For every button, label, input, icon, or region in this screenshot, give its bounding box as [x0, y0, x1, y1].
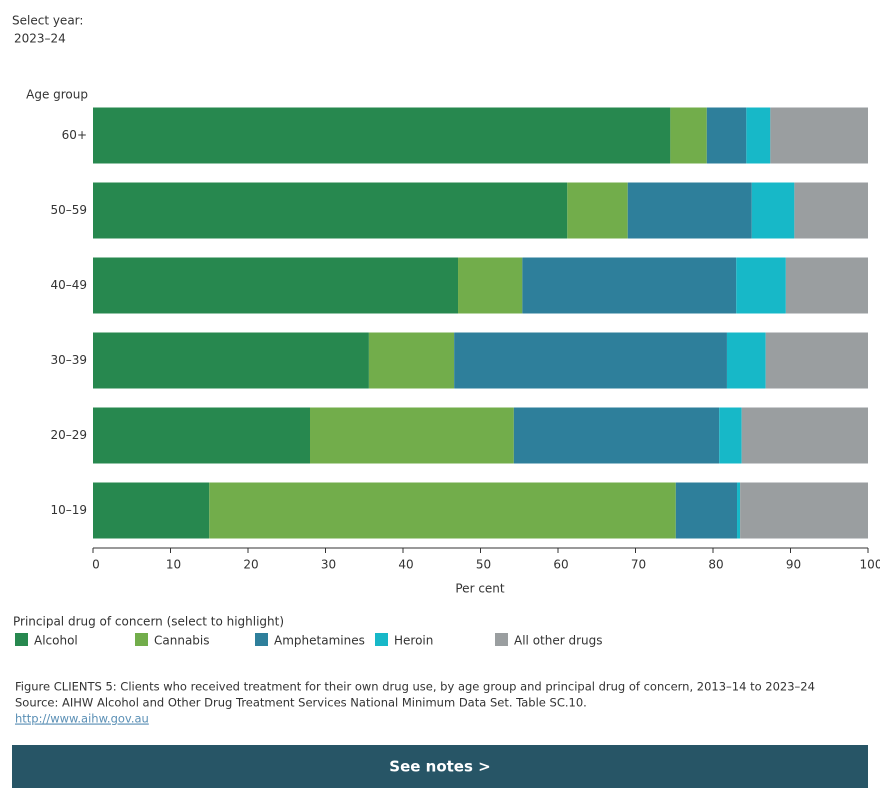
- bar-segment: [93, 107, 671, 164]
- notes-button-label[interactable]: See notes >: [389, 758, 490, 776]
- caption: Figure CLIENTS 5: Clients who received t…: [15, 680, 815, 694]
- selector-label: Select year:: [12, 14, 83, 28]
- x-tick-label: 90: [786, 558, 801, 572]
- bar-segment: [670, 107, 707, 164]
- x-tick-label: 100: [860, 558, 880, 572]
- bar-segment: [454, 332, 727, 389]
- y-tick-label: 60+: [62, 128, 87, 142]
- bar-segment: [740, 482, 868, 539]
- x-tick-label: 0: [92, 558, 100, 572]
- bar-segment: [706, 107, 747, 164]
- y-tick-label: 50–59: [50, 203, 87, 217]
- bar-segment: [741, 407, 868, 464]
- bar-segment: [719, 407, 742, 464]
- legend-swatch[interactable]: [135, 633, 148, 646]
- bar-segment: [93, 407, 310, 464]
- bar-segment: [765, 332, 868, 389]
- legend-label[interactable]: Heroin: [394, 634, 433, 648]
- bar-segment: [458, 257, 523, 314]
- x-axis-title: Per cent: [455, 582, 505, 596]
- y-tick-label: 10–19: [50, 503, 87, 517]
- y-tick-label: 40–49: [50, 278, 87, 292]
- legend-swatch[interactable]: [495, 633, 508, 646]
- x-tick-label: 80: [708, 558, 723, 572]
- bar-segment: [736, 257, 786, 314]
- link[interactable]: http://www.aihw.gov.au: [15, 712, 149, 726]
- bar-segment: [567, 182, 628, 239]
- bar-segment: [209, 482, 676, 539]
- x-tick-label: 20: [243, 558, 258, 572]
- bar-segment: [785, 257, 868, 314]
- x-tick-label: 40: [398, 558, 413, 572]
- y-axis-title: Age group: [26, 88, 88, 102]
- bar-segment: [627, 182, 752, 239]
- legend-swatch[interactable]: [255, 633, 268, 646]
- bar-segment: [770, 107, 868, 164]
- bar-segment: [368, 332, 455, 389]
- bar-segment: [93, 182, 568, 239]
- source: Source: AIHW Alcohol and Other Drug Trea…: [15, 696, 587, 710]
- legend-title: Principal drug of concern (select to hig…: [13, 615, 284, 629]
- bar-segment: [794, 182, 868, 239]
- bar-segment: [746, 107, 771, 164]
- x-tick-label: 60: [553, 558, 568, 572]
- bar-segment: [522, 257, 737, 314]
- bar-segment: [310, 407, 514, 464]
- legend-label[interactable]: Cannabis: [154, 634, 210, 648]
- x-tick-label: 50: [476, 558, 491, 572]
- x-tick-label: 30: [321, 558, 336, 572]
- bar-segment: [93, 482, 210, 539]
- x-tick-label: 70: [631, 558, 646, 572]
- legend-swatch[interactable]: [375, 633, 388, 646]
- legend-swatch[interactable]: [15, 633, 28, 646]
- bar-segment: [726, 332, 766, 389]
- x-tick-label: 10: [166, 558, 181, 572]
- legend-label[interactable]: Alcohol: [34, 634, 78, 648]
- bar-segment: [93, 332, 369, 389]
- y-tick-label: 20–29: [50, 428, 87, 442]
- y-tick-label: 30–39: [50, 353, 87, 367]
- bar-segment: [93, 257, 459, 314]
- bar-segment: [751, 182, 795, 239]
- bar-segment: [675, 482, 738, 539]
- selector-value[interactable]: 2023–24: [14, 32, 66, 46]
- bar-segment: [737, 482, 741, 539]
- notes-button[interactable]: [12, 745, 868, 788]
- bar-segment: [513, 407, 720, 464]
- legend-label[interactable]: Amphetamines: [274, 634, 365, 648]
- legend-label[interactable]: All other drugs: [514, 634, 603, 648]
